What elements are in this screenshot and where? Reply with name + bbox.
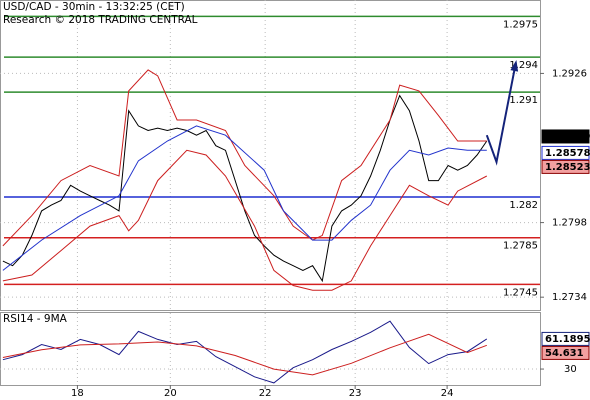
price-panel: [0, 0, 541, 311]
level-label: 1.2745: [503, 287, 538, 298]
y-tick-label: 1.2926: [552, 68, 587, 79]
rsi-title: RSI14 - 9MA: [3, 313, 68, 325]
rsi-line: [2, 333, 487, 376]
price-line: [2, 94, 488, 283]
arrow-head: [510, 59, 519, 72]
indicator-line: [2, 125, 487, 271]
level-label: 1.2785: [503, 241, 538, 252]
price-tag-label: 54.631: [545, 348, 584, 359]
price-tag-label: 1.28523: [545, 162, 590, 173]
level-label: 1.291: [509, 95, 538, 106]
y-tick-label: 1.2734: [552, 292, 587, 303]
x-tick-label: 23: [349, 388, 362, 399]
x-tick-label: 24: [441, 388, 454, 399]
price-tag-label: 1.28578: [545, 148, 590, 159]
rsi-line: [2, 320, 488, 384]
level-label: 1.2975: [503, 19, 538, 30]
price-tag: [541, 159, 590, 174]
indicator-line: [2, 69, 487, 247]
y-tick-label: 1.2798: [552, 218, 587, 229]
price-tag: [541, 145, 590, 160]
price-tag-label: 1.28719: [545, 131, 590, 142]
price-tag: [541, 331, 590, 346]
price-tag: [541, 345, 590, 360]
price-tag-label: 61.1895: [545, 334, 590, 345]
y-tick-label: 30: [564, 364, 577, 375]
chart-subtitle: Research © 2018 TRADING CENTRAL: [3, 14, 198, 26]
forecast-arrow: [485, 62, 517, 166]
indicator-line: [2, 149, 488, 291]
level-label: 1.282: [509, 200, 538, 211]
x-tick-label: 20: [164, 388, 177, 399]
x-tick-label: 22: [259, 388, 272, 399]
rsi-panel: [0, 312, 541, 386]
x-tick-label: 18: [71, 388, 84, 399]
level-label: 1.294: [509, 60, 538, 71]
chart-title: USD/CAD - 30min - 13:32:25 (CET): [3, 1, 185, 13]
price-tag: [541, 129, 590, 144]
